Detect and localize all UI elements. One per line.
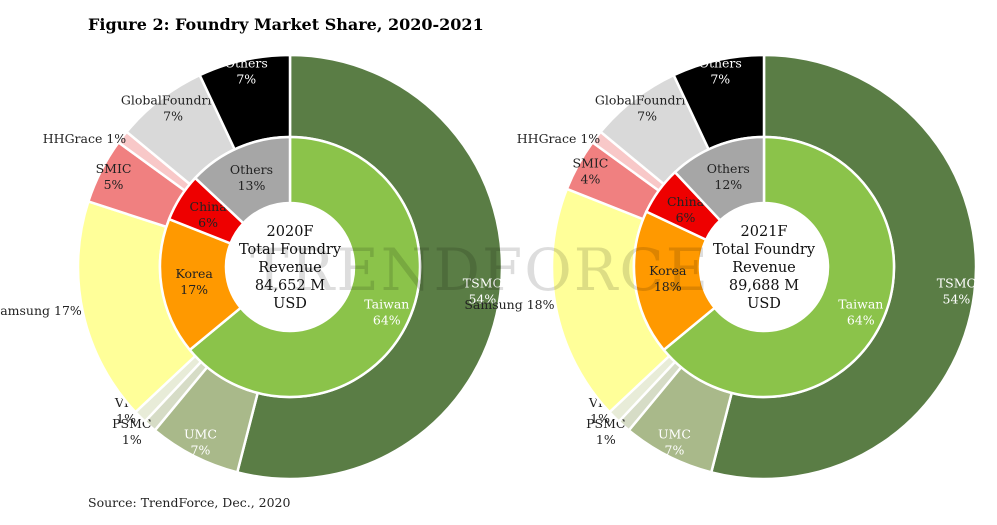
- donut-center-hole: [700, 203, 828, 331]
- outer-label-samsung: Samsung 17%: [0, 303, 82, 318]
- outer-label-hhgrace: HHGrace 1%: [517, 131, 601, 146]
- outer-label-globalfoundries: GlobalFoundries 7%: [121, 93, 225, 124]
- outer-label-samsung: Samsung 18%: [464, 297, 554, 312]
- figure-title: Figure 2: Foundry Market Share, 2020-202…: [88, 15, 484, 34]
- outer-label-tsmc: TSMC 54%: [937, 275, 976, 306]
- inner-label-others: Others 12%: [707, 161, 750, 192]
- outer-label-hhgrace: HHGrace 1%: [43, 131, 127, 146]
- inner-label-others: Others 13%: [230, 162, 273, 193]
- inner-label-china: China 6%: [190, 199, 228, 230]
- outer-label-smic: SMIC 5%: [96, 161, 132, 192]
- outer-label-umc: UMC 7%: [658, 427, 691, 458]
- outer-label-others: Others 7%: [225, 55, 268, 86]
- outer-label-umc: UMC 7%: [184, 427, 217, 458]
- inner-label-korea: Korea 18%: [649, 263, 687, 294]
- outer-label-smic: SMIC 4%: [573, 156, 609, 187]
- inner-label-taiwan: Taiwan 64%: [364, 297, 409, 328]
- inner-label-taiwan: Taiwan 64%: [838, 297, 883, 328]
- source-note: Source: TrendForce, Dec., 2020: [88, 495, 290, 510]
- inner-label-korea: Korea 17%: [176, 266, 214, 297]
- center-revenue-text: 2020F Total Foundry Revenue 84,652 M USD: [239, 224, 342, 312]
- outer-label-others: Others 7%: [699, 55, 742, 86]
- donut-center-hole: [226, 203, 354, 331]
- outer-label-tsmc: TSMC 54%: [463, 275, 502, 306]
- trendforce-watermark: TRENDFORCE: [250, 236, 710, 304]
- outer-label-globalfoundries: GlobalFoundries 7%: [595, 93, 699, 124]
- center-revenue-text: 2021F Total Foundry Revenue 89,688 M USD: [713, 224, 816, 312]
- inner-label-china: China 6%: [667, 194, 705, 225]
